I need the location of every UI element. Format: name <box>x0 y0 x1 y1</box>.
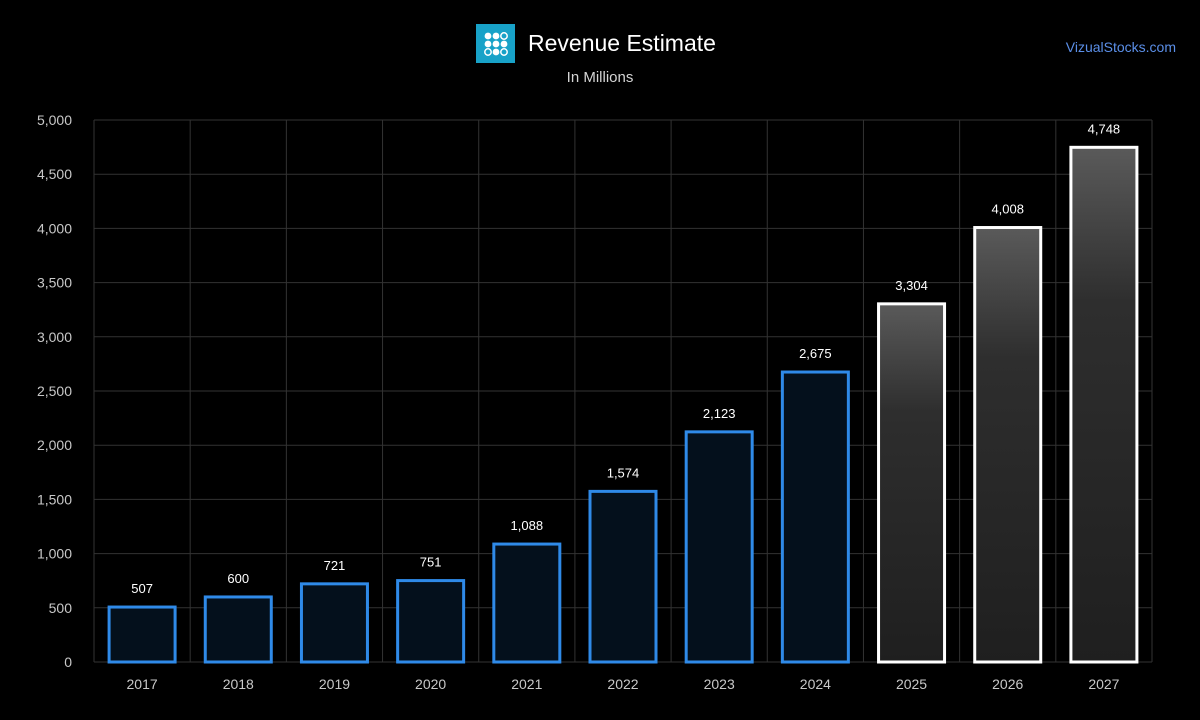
data-label-2019: 721 <box>324 558 346 573</box>
data-label-2022: 1,574 <box>607 465 640 480</box>
chart-title: Revenue Estimate <box>528 30 716 56</box>
bar-2021 <box>492 542 562 664</box>
bar-2023 <box>684 430 754 664</box>
x-tick-label-2017: 2017 <box>127 676 158 692</box>
y-tick-label: 1,500 <box>37 491 72 507</box>
y-tick-label: 5,000 <box>37 112 72 128</box>
data-label-2021: 1,088 <box>511 518 544 533</box>
bar-2024 <box>780 370 850 664</box>
bar-2025 <box>877 302 947 664</box>
x-tick-label-2021: 2021 <box>511 676 542 692</box>
y-tick-label: 500 <box>49 600 73 616</box>
chart-header: Revenue Estimate In Millions VizualStock… <box>0 0 1200 100</box>
data-labels: 507 600 721 751 1,088 1,574 2,123 2,675 3,304 4,0… <box>131 121 1120 596</box>
x-tick-label-2019: 2019 <box>319 676 350 692</box>
x-axis-tick-labels: 2017 2018 2019 2020 2021 2022 2023 2024 2025 2026… <box>127 676 1120 692</box>
x-tick-label-2018: 2018 <box>223 676 254 692</box>
y-tick-label: 4,000 <box>37 220 72 236</box>
x-tick-label-2020: 2020 <box>415 676 446 692</box>
x-tick-label-2023: 2023 <box>704 676 735 692</box>
data-label-2026: 4,008 <box>991 202 1024 217</box>
y-tick-label: 3,500 <box>37 275 72 291</box>
bars <box>107 145 1139 664</box>
bar-2026 <box>973 226 1043 664</box>
y-tick-label: 0 <box>64 654 72 670</box>
data-label-2025: 3,304 <box>895 278 928 293</box>
y-axis-tick-labels: 0 500 1,000 1,500 2,000 2,500 3,000 3,500 4,000 4… <box>37 112 72 670</box>
x-tick-label-2026: 2026 <box>992 676 1023 692</box>
brand-link[interactable]: VizualStocks.com <box>1065 39 1176 55</box>
bar-2022 <box>588 489 658 664</box>
y-tick-label: 1,000 <box>37 546 72 562</box>
bar-2020 <box>396 579 466 664</box>
data-label-2018: 600 <box>227 571 249 586</box>
title-group: Revenue Estimate <box>476 24 716 63</box>
dots-grid-logo-icon <box>476 24 515 63</box>
y-tick-label: 4,500 <box>37 166 72 182</box>
data-label-2024: 2,675 <box>799 346 832 361</box>
data-label-2027: 4,748 <box>1088 121 1121 136</box>
data-label-2023: 2,123 <box>703 406 736 421</box>
data-label-2017: 507 <box>131 581 153 596</box>
y-tick-label: 2,000 <box>37 437 72 453</box>
chart-subtitle: In Millions <box>566 69 634 86</box>
x-tick-label-2022: 2022 <box>607 676 638 692</box>
bar-2017 <box>107 605 177 664</box>
x-tick-label-2027: 2027 <box>1088 676 1119 692</box>
x-tick-label-2024: 2024 <box>800 676 831 692</box>
data-label-2020: 751 <box>420 555 442 570</box>
y-tick-label: 2,500 <box>37 383 72 399</box>
x-tick-label-2025: 2025 <box>896 676 927 692</box>
y-tick-label: 3,000 <box>37 329 72 345</box>
bar-2019 <box>299 582 369 664</box>
bar-2018 <box>203 595 273 664</box>
bar-2027 <box>1069 145 1139 664</box>
